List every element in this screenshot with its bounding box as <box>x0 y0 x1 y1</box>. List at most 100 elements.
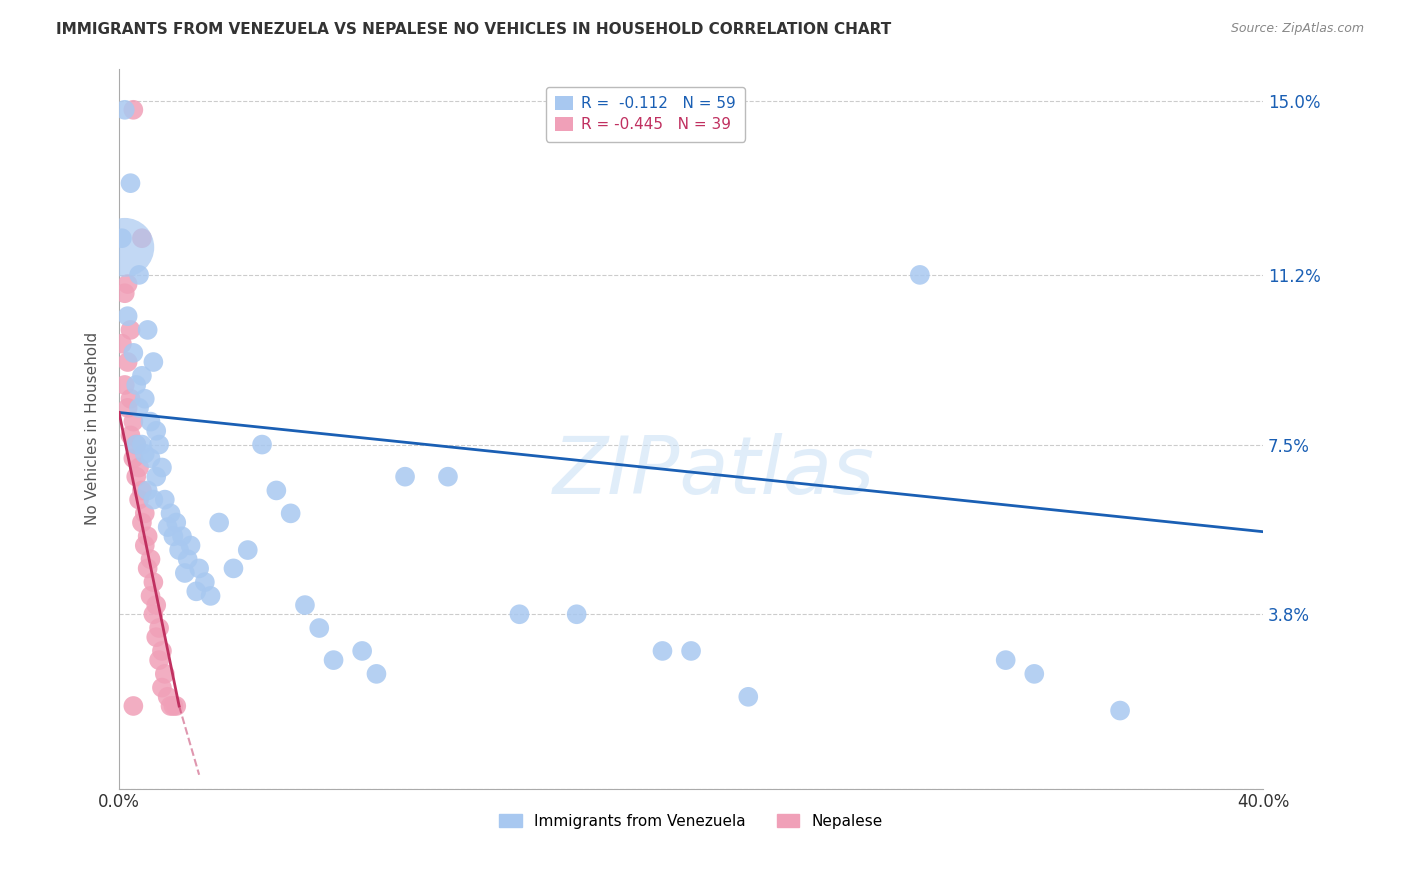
Point <box>122 451 145 466</box>
Point <box>180 539 202 553</box>
Point <box>222 561 245 575</box>
Point <box>148 653 170 667</box>
Point <box>194 575 217 590</box>
Point <box>114 378 136 392</box>
Point <box>280 507 302 521</box>
Point <box>139 415 162 429</box>
Point <box>165 698 187 713</box>
Point <box>352 644 374 658</box>
Point <box>139 589 162 603</box>
Point <box>131 516 153 530</box>
Point <box>366 666 388 681</box>
Point <box>681 644 703 658</box>
Point <box>111 336 134 351</box>
Point <box>122 346 145 360</box>
Point <box>131 368 153 383</box>
Point <box>142 355 165 369</box>
Point <box>128 492 150 507</box>
Point <box>173 566 195 580</box>
Point <box>142 575 165 590</box>
Point <box>145 469 167 483</box>
Point <box>114 286 136 301</box>
Point <box>122 103 145 117</box>
Text: Source: ZipAtlas.com: Source: ZipAtlas.com <box>1230 22 1364 36</box>
Point <box>125 437 148 451</box>
Point <box>170 529 193 543</box>
Point <box>236 543 259 558</box>
Point <box>153 492 176 507</box>
Point <box>162 529 184 543</box>
Point <box>120 392 142 406</box>
Point <box>156 520 179 534</box>
Point <box>125 469 148 483</box>
Point <box>737 690 759 704</box>
Point <box>120 428 142 442</box>
Point <box>176 552 198 566</box>
Text: IMMIGRANTS FROM VENEZUELA VS NEPALESE NO VEHICLES IN HOUSEHOLD CORRELATION CHART: IMMIGRANTS FROM VENEZUELA VS NEPALESE NO… <box>56 22 891 37</box>
Point <box>188 561 211 575</box>
Point <box>186 584 208 599</box>
Point <box>153 666 176 681</box>
Point <box>134 539 156 553</box>
Point <box>1109 704 1132 718</box>
Point <box>111 231 134 245</box>
Point <box>128 460 150 475</box>
Point <box>308 621 330 635</box>
Point <box>136 561 159 575</box>
Point <box>148 437 170 451</box>
Point <box>266 483 288 498</box>
Point <box>145 424 167 438</box>
Point <box>117 401 139 415</box>
Point <box>437 469 460 483</box>
Point <box>117 309 139 323</box>
Point <box>156 690 179 704</box>
Point <box>651 644 673 658</box>
Point <box>142 492 165 507</box>
Point <box>162 698 184 713</box>
Point <box>136 529 159 543</box>
Point <box>145 598 167 612</box>
Point <box>125 378 148 392</box>
Point <box>122 698 145 713</box>
Point <box>136 483 159 498</box>
Point <box>150 681 173 695</box>
Point <box>134 392 156 406</box>
Point <box>200 589 222 603</box>
Point <box>125 437 148 451</box>
Point <box>114 103 136 117</box>
Point <box>120 176 142 190</box>
Point <box>322 653 344 667</box>
Point <box>394 469 416 483</box>
Point <box>150 460 173 475</box>
Point <box>131 231 153 245</box>
Point <box>908 268 931 282</box>
Point <box>994 653 1017 667</box>
Point <box>250 437 273 451</box>
Point <box>131 437 153 451</box>
Point <box>508 607 530 622</box>
Point <box>565 607 588 622</box>
Point <box>128 401 150 415</box>
Point <box>117 355 139 369</box>
Point <box>131 483 153 498</box>
Legend: Immigrants from Venezuela, Nepalese: Immigrants from Venezuela, Nepalese <box>494 807 889 835</box>
Y-axis label: No Vehicles in Household: No Vehicles in Household <box>86 332 100 525</box>
Point <box>145 630 167 644</box>
Point <box>294 598 316 612</box>
Point <box>159 507 181 521</box>
Point <box>1024 666 1046 681</box>
Point <box>167 543 190 558</box>
Point <box>122 415 145 429</box>
Point <box>139 451 162 466</box>
Point <box>139 552 162 566</box>
Text: ZIPatlas: ZIPatlas <box>553 433 875 511</box>
Point <box>120 323 142 337</box>
Point <box>208 516 231 530</box>
Point <box>165 516 187 530</box>
Point <box>134 447 156 461</box>
Point <box>114 240 136 254</box>
Point <box>136 323 159 337</box>
Point <box>134 507 156 521</box>
Point <box>117 277 139 291</box>
Point <box>148 621 170 635</box>
